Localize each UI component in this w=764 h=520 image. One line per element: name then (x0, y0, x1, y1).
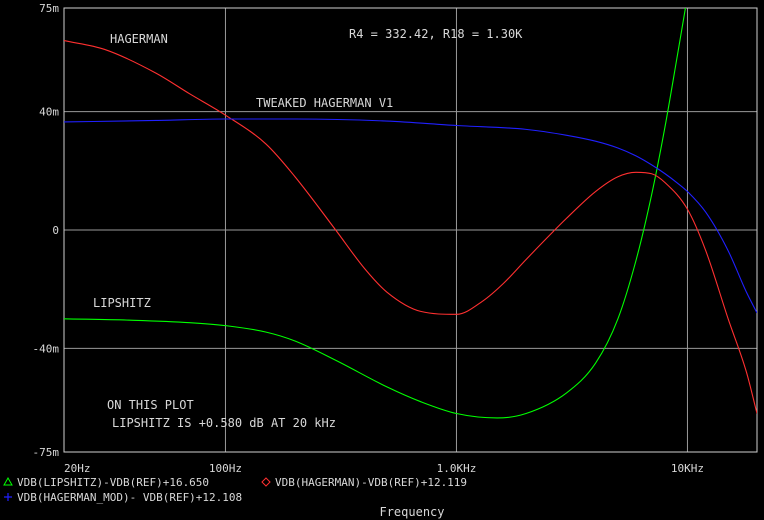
series-line-2 (64, 40, 757, 414)
series-line-1 (64, 8, 686, 419)
tick-label-layer: 20Hz 100Hz 1.0KHz 10KHz 75m 40m 0 -40m -75m (33, 2, 705, 475)
legend-item: VDB(LIPSHITZ)-VDB(REF)+16.650 (3, 476, 209, 489)
legend-label: VDB(HAGERMAN_MOD)- VDB(REF)+12.108 (17, 491, 242, 504)
x-tick-label: 1.0KHz (437, 462, 477, 475)
legend-marker-plus (4, 493, 12, 501)
x-tick-label: 20Hz (64, 462, 91, 475)
annotation-lipshitz: LIPSHITZ (93, 296, 151, 310)
legend-marker-triangle (3, 476, 13, 486)
y-tick-label: 40m (39, 106, 59, 119)
x-axis-label: Frequency (379, 505, 444, 519)
annotation-params: R4 = 332.42, R18 = 1.30K (349, 27, 523, 41)
y-tick-label: 0 (52, 224, 59, 237)
annotation-note-line2: LIPSHITZ IS +0.580 dB AT 20 kHz (112, 416, 336, 430)
annotation-note-line1: ON THIS PLOT (107, 398, 194, 412)
grid-layer (64, 8, 757, 452)
legend-marker-diamond (261, 477, 271, 487)
y-tick-label: -75m (33, 446, 60, 459)
legend: VDB(LIPSHITZ)-VDB(REF)+16.650 VDB(HAGERMA… (3, 476, 467, 504)
x-tick-label: 100Hz (209, 462, 242, 475)
legend-item: VDB(HAGERMAN)-VDB(REF)+12.119 (261, 476, 467, 489)
annotation-hagerman: HAGERMAN (110, 32, 168, 46)
y-tick-label: 75m (39, 2, 59, 15)
plot-frame (63, 7, 758, 453)
y-tick-label: -40m (33, 342, 60, 355)
legend-label: VDB(LIPSHITZ)-VDB(REF)+16.650 (17, 476, 209, 489)
legend-label: VDB(HAGERMAN)-VDB(REF)+12.119 (275, 476, 467, 489)
series-line-3 (64, 118, 757, 314)
curve-layer (64, 8, 757, 419)
legend-item: VDB(HAGERMAN_MOD)- VDB(REF)+12.108 (4, 491, 242, 504)
annotation-tweaked-hagerman: TWEAKED HAGERMAN V1 (256, 96, 393, 110)
x-tick-label: 10KHz (671, 462, 704, 475)
